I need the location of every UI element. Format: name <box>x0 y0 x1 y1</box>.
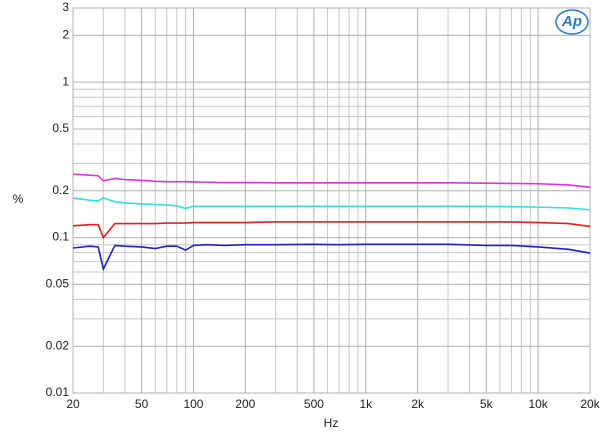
x-tick-label: 10k <box>528 397 548 411</box>
x-tick-label: 200 <box>235 397 255 411</box>
y-tick-label: 3 <box>62 0 69 14</box>
x-tick-label: 500 <box>304 397 324 411</box>
series-line <box>72 243 591 272</box>
x-tick-label: 1k <box>359 397 373 411</box>
y-tick-label: 0.05 <box>46 277 70 291</box>
plot-frame <box>72 7 591 394</box>
logo-ring <box>555 9 589 35</box>
y-tick-label: 1 <box>62 74 69 88</box>
x-tick-label: 5k <box>480 397 494 411</box>
y-axis-label: % <box>13 192 24 206</box>
x-tick-label: 20 <box>66 397 80 411</box>
x-tick-label: 20k <box>580 397 600 411</box>
y-tick-label: 2 <box>62 28 69 42</box>
x-tick-label: 50 <box>135 397 149 411</box>
series-line <box>72 173 591 188</box>
x-axis-label: Hz <box>324 416 339 430</box>
y-tick-label: 0.02 <box>46 338 70 352</box>
x-tick-label: 100 <box>183 397 203 411</box>
series-line <box>72 197 591 211</box>
series-line <box>72 221 591 240</box>
y-tick-label: 0.2 <box>52 183 69 197</box>
x-tick-label: 2k <box>411 397 425 411</box>
y-tick-label: 0.5 <box>52 121 69 135</box>
y-tick-label: 0.1 <box>52 230 69 244</box>
y-tick-label: 0.01 <box>46 385 70 399</box>
logo: Ap <box>561 13 582 30</box>
